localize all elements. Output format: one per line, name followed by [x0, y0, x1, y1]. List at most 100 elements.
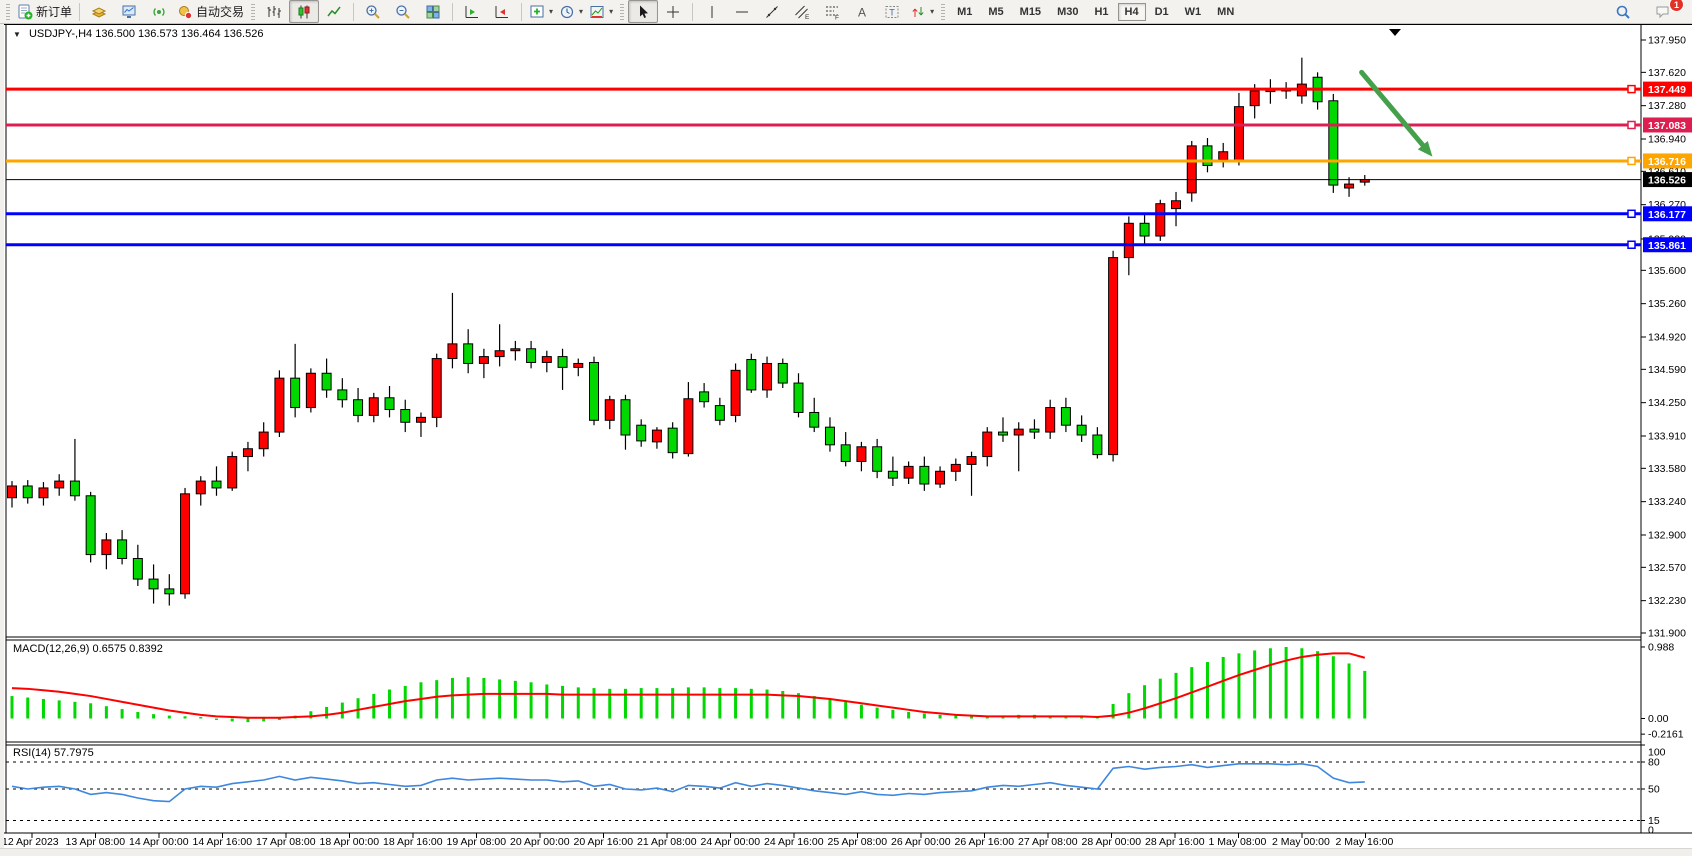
trendline-button[interactable] — [757, 0, 787, 23]
new-chart-button[interactable]: ▾ — [526, 0, 556, 23]
hline-136.177[interactable]: 136.177 — [6, 206, 1692, 222]
svg-text:134.920: 134.920 — [1648, 331, 1686, 343]
periods-button[interactable]: ▾ — [556, 0, 586, 23]
svg-text:20 Apr 00:00: 20 Apr 00:00 — [510, 836, 570, 848]
svg-text:132.230: 132.230 — [1648, 595, 1686, 607]
timeframe-m30-button[interactable]: M30 — [1057, 5, 1079, 18]
svg-text:136.940: 136.940 — [1648, 133, 1686, 145]
templates-button[interactable]: ▾ — [586, 0, 616, 23]
tile-windows-button[interactable] — [418, 0, 448, 23]
chevron-down-icon[interactable]: ▾ — [609, 7, 614, 16]
macd-pane: 0.988 0.00 -0.2161 — [10, 642, 1684, 741]
macd-indicator-label: MACD(12,26,9) 0.6575 0.8392 — [13, 643, 163, 655]
chart-profiles-button[interactable] — [84, 0, 114, 23]
svg-text:0: 0 — [1648, 825, 1654, 837]
macd-values: 0.6575 0.8392 — [92, 643, 163, 655]
svg-text:137.620: 137.620 — [1648, 67, 1686, 79]
svg-text:-0.2161: -0.2161 — [1648, 729, 1684, 741]
svg-text:133.910: 133.910 — [1648, 430, 1686, 442]
chart-title: ▼ USDJPY-,H4 136.500 136.573 136.464 136… — [13, 28, 263, 40]
arrow-annotation[interactable] — [1359, 69, 1433, 157]
new_order-icon — [18, 4, 33, 19]
svg-text:137.950: 137.950 — [1648, 35, 1686, 47]
vertical-line-button[interactable] — [697, 0, 727, 23]
svg-text:17 Apr 08:00: 17 Apr 08:00 — [256, 836, 316, 848]
crosshair-button[interactable] — [658, 0, 688, 23]
svg-text:24 Apr 00:00: 24 Apr 00:00 — [701, 836, 761, 848]
timeframe-d1-button[interactable]: D1 — [1154, 5, 1169, 18]
cursor-button[interactable] — [628, 0, 659, 23]
toolbar-grip[interactable] — [620, 3, 625, 20]
svg-text:21 Apr 08:00: 21 Apr 08:00 — [637, 836, 697, 848]
timeframe-h4-button[interactable]: H4 — [1117, 2, 1146, 21]
hline-136.526[interactable]: 136.526 — [6, 172, 1692, 188]
gold_box-icon — [91, 6, 107, 18]
timeframe-m15-button[interactable]: M15 — [1019, 5, 1042, 18]
toolbar-separator — [692, 2, 694, 21]
chart-shift-marker[interactable] — [1389, 29, 1401, 36]
svg-text:100: 100 — [1648, 747, 1666, 759]
toolbar-grip[interactable] — [941, 3, 946, 20]
svg-text:14 Apr 00:00: 14 Apr 00:00 — [129, 836, 189, 848]
chevron-down-icon[interactable]: ▾ — [549, 7, 554, 16]
svg-text:132.900: 132.900 — [1648, 529, 1686, 541]
search-button[interactable] — [1608, 0, 1638, 23]
svg-text:18 Apr 16:00: 18 Apr 16:00 — [383, 836, 443, 848]
zoom_out-icon — [396, 4, 410, 19]
market-watch-button[interactable] — [114, 0, 144, 23]
hline-136.716[interactable]: 136.716 — [6, 153, 1692, 169]
svg-text:135.260: 135.260 — [1648, 298, 1686, 310]
toolbar-separator — [353, 2, 355, 21]
svg-text:18 Apr 00:00: 18 Apr 00:00 — [320, 836, 380, 848]
equidistant-channel-button[interactable]: E — [787, 0, 817, 23]
time-axis[interactable]: 12 Apr 2023 13 Apr 08:00 14 Apr 00:00 14 Ap… — [2, 833, 1393, 848]
hline-137.449[interactable]: 137.449 — [6, 81, 1692, 97]
timeframe-mn-button[interactable]: MN — [1217, 5, 1235, 18]
bar-chart-button[interactable] — [259, 0, 289, 23]
arrows-button[interactable]: ▾ — [907, 0, 937, 23]
autotrade-button[interactable]: 自动交易 — [174, 0, 247, 23]
auto-scroll-button[interactable] — [457, 0, 487, 23]
chat-icon — [1656, 6, 1669, 18]
line_chart-icon — [327, 6, 341, 16]
horizontal-line-button[interactable] — [727, 0, 757, 23]
toolbar-grip[interactable] — [6, 3, 10, 20]
chevron-down-icon[interactable]: ▾ — [579, 7, 584, 16]
autoscroll-icon — [465, 5, 479, 18]
candlestick-chart-button[interactable] — [289, 0, 320, 23]
arrows-icon — [912, 6, 924, 17]
svg-text:15: 15 — [1648, 815, 1660, 827]
template-icon — [590, 5, 604, 18]
hline-135.861[interactable]: 135.861 — [6, 237, 1692, 253]
cursor-icon — [640, 5, 649, 18]
pane-borders — [0, 24, 1692, 834]
toolbar-separator — [79, 2, 81, 21]
chevron-down-icon[interactable]: ▾ — [930, 7, 935, 16]
svg-text:12 Apr 2023: 12 Apr 2023 — [2, 836, 59, 848]
signals-button[interactable] — [144, 0, 174, 23]
new-order-button[interactable]: 新订单 — [14, 0, 75, 23]
tline-icon — [766, 5, 778, 18]
toolbar-grip[interactable] — [251, 3, 256, 20]
timeframe-m5-button[interactable]: M5 — [988, 5, 1004, 18]
fibonacci-button[interactable]: F — [817, 0, 847, 23]
collapse-caret-icon[interactable]: ▼ — [13, 30, 21, 39]
svg-text:133.240: 133.240 — [1648, 496, 1686, 508]
notifications-button[interactable]: 1 — [1648, 0, 1684, 23]
timeframe-m1-button[interactable]: M1 — [957, 5, 973, 18]
zoom-out-button[interactable] — [388, 0, 418, 23]
timeframe-w1-button[interactable]: W1 — [1184, 5, 1202, 18]
chart-shift-button[interactable] — [487, 0, 517, 23]
zoom-in-button[interactable] — [358, 0, 388, 23]
channel-icon: E — [795, 5, 810, 20]
text-label-button[interactable]: T — [877, 0, 907, 23]
svg-text:137.280: 137.280 — [1648, 100, 1686, 112]
hline-137.083[interactable]: 137.083 — [6, 117, 1692, 133]
line-chart-button[interactable] — [319, 0, 349, 23]
svg-text:28 Apr 00:00: 28 Apr 00:00 — [1082, 836, 1142, 848]
timeframe-h1-button[interactable]: H1 — [1094, 5, 1109, 18]
text-button[interactable]: A — [847, 0, 877, 23]
toolbar-separator — [452, 2, 454, 21]
